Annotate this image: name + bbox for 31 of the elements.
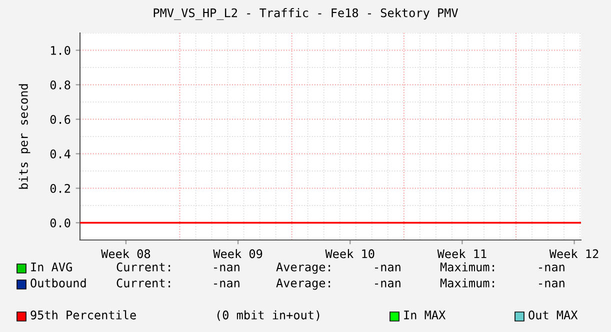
text: Maximum: [440, 278, 494, 288]
legend-label: In AVG [31, 262, 72, 272]
y-tick-label: 0.8 [50, 80, 70, 90]
x-tick-label: Week 12 [549, 249, 598, 258]
text: -nan [375, 264, 400, 272]
text: Average: [276, 262, 330, 274]
y-tick-label: 0.6 [50, 115, 70, 124]
text: Current: [116, 278, 170, 288]
text: -nan [214, 280, 240, 288]
legend-label: 95th Percentile [30, 310, 136, 320]
y-tick-label: 1.0 [51, 46, 70, 55]
x-tick-label: Week 09 [213, 249, 262, 258]
text: -nan [214, 264, 240, 272]
chart-title: PMV_VS_HP_L2 - Traffic - Fe18 - Sektory PMV [154, 8, 458, 20]
y-axis-title: bits per second [18, 84, 30, 189]
y-tick-label: 0.2 [50, 184, 70, 193]
legend-label: In MAX [404, 310, 446, 320]
y-tick-label: 0.4 [50, 150, 70, 158]
x-tick-label: Week 08 [101, 249, 150, 258]
legend-label: Outbound [30, 278, 86, 288]
legend-label: Out MAX [528, 310, 578, 320]
text: Current: [116, 262, 170, 272]
text: (0 mbit in+out) [217, 310, 320, 321]
text: Average: [276, 278, 330, 290]
text: Maximum: [440, 262, 494, 272]
text: -nan [539, 264, 564, 272]
text: -nan [375, 280, 400, 288]
text: -nan [539, 280, 564, 288]
x-tick-label: Week 10 [325, 249, 374, 258]
x-tick-label: Week 11 [437, 249, 486, 258]
y-tick-label: 0.0 [50, 218, 70, 228]
